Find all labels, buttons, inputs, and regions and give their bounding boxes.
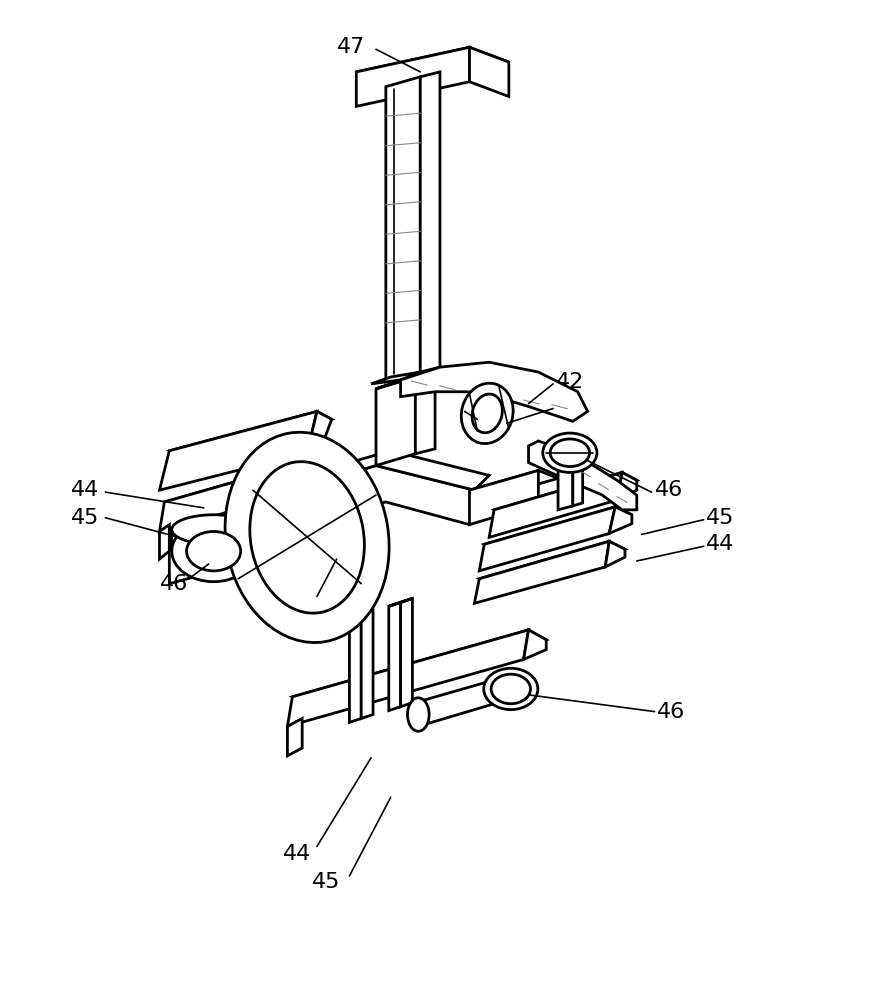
Text: 45: 45 bbox=[312, 872, 340, 892]
Ellipse shape bbox=[225, 432, 389, 643]
Ellipse shape bbox=[172, 521, 255, 582]
Polygon shape bbox=[470, 470, 558, 498]
Polygon shape bbox=[528, 441, 637, 510]
Polygon shape bbox=[170, 411, 332, 459]
Ellipse shape bbox=[186, 531, 241, 571]
Polygon shape bbox=[376, 370, 435, 389]
Polygon shape bbox=[470, 47, 509, 97]
Polygon shape bbox=[386, 77, 420, 382]
Polygon shape bbox=[617, 472, 637, 500]
Ellipse shape bbox=[250, 462, 364, 613]
Polygon shape bbox=[164, 472, 277, 508]
Polygon shape bbox=[159, 525, 170, 559]
Text: 46: 46 bbox=[654, 480, 682, 500]
Text: 43: 43 bbox=[556, 397, 584, 417]
Polygon shape bbox=[287, 718, 302, 756]
Polygon shape bbox=[416, 370, 435, 454]
Polygon shape bbox=[418, 675, 511, 726]
Polygon shape bbox=[356, 47, 509, 87]
Polygon shape bbox=[307, 411, 332, 453]
Polygon shape bbox=[361, 610, 373, 718]
Ellipse shape bbox=[491, 674, 530, 704]
Ellipse shape bbox=[484, 668, 538, 710]
Text: 45: 45 bbox=[71, 508, 99, 528]
Polygon shape bbox=[287, 630, 528, 726]
Polygon shape bbox=[349, 614, 361, 722]
Text: 44: 44 bbox=[705, 534, 734, 554]
Polygon shape bbox=[401, 598, 412, 707]
Polygon shape bbox=[606, 541, 625, 567]
Polygon shape bbox=[159, 472, 268, 531]
Polygon shape bbox=[609, 507, 632, 533]
Polygon shape bbox=[292, 630, 546, 707]
Polygon shape bbox=[420, 72, 440, 372]
Text: 46: 46 bbox=[159, 574, 188, 594]
Polygon shape bbox=[349, 610, 373, 618]
Text: 41: 41 bbox=[300, 588, 328, 608]
Text: 47: 47 bbox=[337, 37, 365, 57]
Ellipse shape bbox=[408, 698, 429, 731]
Text: 45: 45 bbox=[705, 508, 734, 528]
Polygon shape bbox=[356, 47, 470, 106]
Polygon shape bbox=[388, 598, 412, 606]
Text: 44: 44 bbox=[283, 844, 311, 864]
Polygon shape bbox=[371, 372, 420, 384]
Text: 42: 42 bbox=[556, 372, 584, 392]
Polygon shape bbox=[388, 602, 401, 711]
Ellipse shape bbox=[461, 383, 513, 444]
Polygon shape bbox=[170, 466, 474, 584]
Ellipse shape bbox=[542, 433, 597, 472]
Polygon shape bbox=[494, 472, 637, 518]
Text: 44: 44 bbox=[71, 480, 99, 500]
Polygon shape bbox=[484, 507, 632, 552]
Polygon shape bbox=[170, 451, 489, 525]
Polygon shape bbox=[262, 472, 277, 502]
Ellipse shape bbox=[172, 515, 255, 544]
Polygon shape bbox=[474, 541, 609, 603]
Polygon shape bbox=[489, 472, 622, 537]
Polygon shape bbox=[401, 362, 588, 421]
Polygon shape bbox=[573, 464, 583, 506]
Polygon shape bbox=[558, 466, 573, 510]
Polygon shape bbox=[470, 470, 538, 525]
Ellipse shape bbox=[472, 394, 502, 433]
Polygon shape bbox=[159, 411, 317, 490]
Polygon shape bbox=[480, 507, 615, 571]
Text: 46: 46 bbox=[656, 702, 685, 722]
Polygon shape bbox=[376, 377, 416, 466]
Ellipse shape bbox=[550, 439, 590, 467]
Polygon shape bbox=[480, 541, 625, 587]
Polygon shape bbox=[523, 630, 546, 659]
